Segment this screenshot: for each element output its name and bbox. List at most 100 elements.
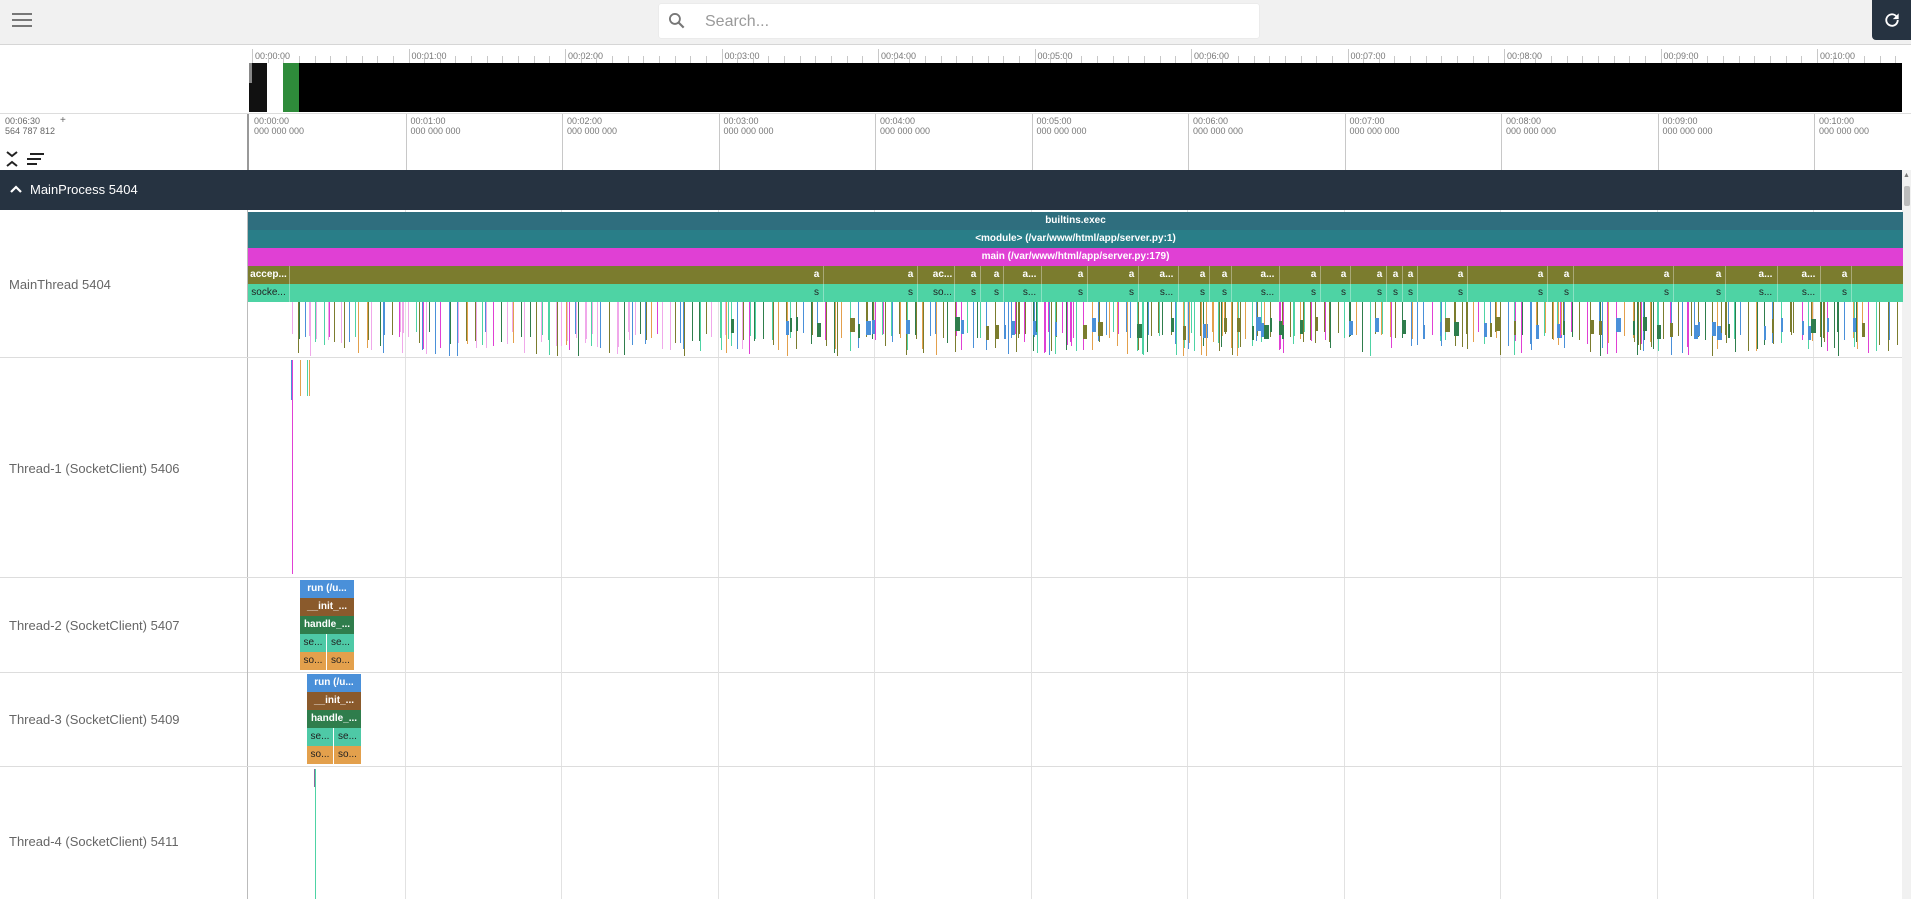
slice-so[interactable]: so... bbox=[307, 746, 334, 764]
slice-call[interactable]: a bbox=[1454, 266, 1468, 284]
call-spike[interactable] bbox=[1466, 302, 1467, 334]
call-spike[interactable] bbox=[575, 302, 576, 334]
overview-window-left[interactable] bbox=[249, 63, 267, 112]
call-spike[interactable] bbox=[645, 302, 646, 344]
call-spike[interactable] bbox=[300, 360, 301, 396]
slice-call[interactable]: s bbox=[1125, 284, 1139, 302]
slice-call[interactable]: s... bbox=[1797, 284, 1821, 302]
call-spike[interactable] bbox=[549, 302, 550, 355]
call-spike[interactable] bbox=[1844, 302, 1845, 340]
call-spike[interactable] bbox=[675, 302, 676, 343]
call-spike[interactable] bbox=[1264, 302, 1265, 334]
call-spike[interactable] bbox=[450, 302, 451, 344]
call-spike[interactable] bbox=[1705, 302, 1706, 340]
slice-call[interactable]: s bbox=[1838, 284, 1852, 302]
call-spike[interactable] bbox=[1790, 302, 1791, 332]
call-block[interactable] bbox=[1811, 319, 1816, 333]
slice-call[interactable]: s bbox=[1373, 284, 1387, 302]
call-spike[interactable] bbox=[635, 302, 636, 335]
slice-call[interactable]: s... bbox=[1256, 284, 1280, 302]
call-spike[interactable] bbox=[892, 302, 893, 342]
call-spike[interactable] bbox=[1018, 302, 1019, 338]
slice-call[interactable]: a... bbox=[1155, 266, 1179, 284]
call-spike[interactable] bbox=[684, 302, 685, 356]
call-spike[interactable] bbox=[429, 302, 430, 332]
call-spike[interactable] bbox=[1015, 302, 1016, 334]
thread-track[interactable] bbox=[247, 767, 1903, 899]
call-spike[interactable] bbox=[1184, 302, 1185, 348]
call-block[interactable] bbox=[995, 325, 999, 339]
call-spike[interactable] bbox=[292, 360, 293, 574]
call-block[interactable] bbox=[1402, 320, 1406, 334]
call-spike[interactable] bbox=[1521, 302, 1522, 353]
call-block[interactable] bbox=[1171, 318, 1174, 332]
call-spike[interactable] bbox=[825, 302, 826, 340]
call-spike[interactable] bbox=[1725, 302, 1726, 335]
call-spike[interactable] bbox=[466, 302, 467, 341]
call-spike[interactable] bbox=[699, 302, 700, 341]
call-block[interactable] bbox=[1224, 318, 1227, 332]
call-spike[interactable] bbox=[316, 302, 317, 339]
slice-call[interactable]: s bbox=[1404, 284, 1418, 302]
call-spike[interactable] bbox=[1688, 302, 1689, 355]
call-spike[interactable] bbox=[476, 302, 477, 348]
call-spike[interactable] bbox=[749, 302, 750, 354]
call-spike[interactable] bbox=[1432, 302, 1433, 335]
call-spike[interactable] bbox=[315, 302, 316, 342]
call-spike[interactable] bbox=[1356, 302, 1357, 335]
call-block[interactable] bbox=[1643, 317, 1647, 331]
call-block[interactable] bbox=[1802, 321, 1804, 335]
call-spike[interactable] bbox=[1051, 302, 1052, 351]
call-spike[interactable] bbox=[1602, 302, 1603, 348]
call-spike[interactable] bbox=[1651, 302, 1652, 347]
time-axis-ticks[interactable]: 00:00:00 000 000 000 00:01:00 000 000 000 00… bbox=[247, 114, 1904, 171]
call-spike[interactable] bbox=[837, 302, 838, 356]
chevron-up-icon[interactable] bbox=[9, 184, 23, 194]
call-spike[interactable] bbox=[1350, 302, 1351, 336]
call-spike[interactable] bbox=[341, 302, 342, 343]
call-spike[interactable] bbox=[1016, 302, 1017, 352]
call-spike[interactable] bbox=[915, 302, 916, 335]
call-spike[interactable] bbox=[1391, 302, 1392, 348]
call-block[interactable] bbox=[986, 326, 989, 340]
call-spike[interactable] bbox=[1212, 302, 1213, 332]
call-spike[interactable] bbox=[1757, 302, 1758, 349]
call-spike[interactable] bbox=[628, 302, 629, 332]
call-spike[interactable] bbox=[486, 302, 487, 348]
slice-call[interactable]: s... bbox=[1018, 284, 1042, 302]
call-spike[interactable] bbox=[609, 302, 610, 353]
slice-call[interactable]: so... bbox=[931, 284, 955, 302]
call-spike[interactable] bbox=[1561, 302, 1562, 335]
call-block[interactable] bbox=[1055, 322, 1057, 336]
slice-call[interactable]: s bbox=[1454, 284, 1468, 302]
call-spike[interactable] bbox=[501, 302, 502, 342]
call-spike[interactable] bbox=[683, 302, 684, 349]
call-spike[interactable] bbox=[548, 302, 549, 340]
call-spike[interactable] bbox=[1412, 302, 1413, 339]
call-spike[interactable] bbox=[1037, 302, 1038, 353]
call-spike[interactable] bbox=[1633, 302, 1634, 338]
call-block[interactable] bbox=[1557, 324, 1562, 338]
call-spike[interactable] bbox=[967, 302, 968, 333]
slice-run[interactable]: run (/u... bbox=[307, 674, 361, 692]
call-spike[interactable] bbox=[834, 302, 835, 353]
call-spike[interactable] bbox=[900, 302, 901, 338]
call-block[interactable] bbox=[1315, 317, 1318, 331]
call-spike[interactable] bbox=[1454, 302, 1455, 335]
call-spike[interactable] bbox=[629, 302, 630, 340]
call-block[interactable] bbox=[731, 319, 734, 333]
call-spike[interactable] bbox=[1599, 302, 1600, 332]
call-spike[interactable] bbox=[416, 302, 417, 332]
call-spike[interactable] bbox=[1462, 302, 1463, 347]
call-spike[interactable] bbox=[1793, 302, 1794, 333]
call-block[interactable] bbox=[1670, 323, 1673, 337]
call-spike[interactable] bbox=[1330, 302, 1331, 348]
call-block[interactable] bbox=[1484, 323, 1487, 337]
call-spike[interactable] bbox=[1608, 302, 1609, 343]
call-block[interactable] bbox=[1764, 326, 1766, 340]
call-spike[interactable] bbox=[1329, 302, 1330, 342]
call-spike[interactable] bbox=[1175, 302, 1176, 344]
call-spike[interactable] bbox=[670, 302, 671, 350]
slice-call[interactable]: a bbox=[1218, 266, 1232, 284]
call-spike[interactable] bbox=[617, 302, 618, 354]
